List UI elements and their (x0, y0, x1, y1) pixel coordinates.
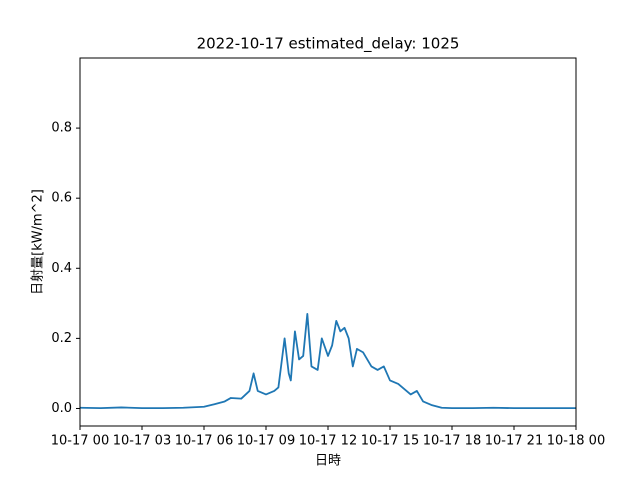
x-tick-label: 10-17 21 (485, 434, 543, 449)
y-tick-label: 0.4 (51, 261, 72, 276)
y-tick-label: 0.8 (51, 121, 72, 136)
y-tick-label: 0.2 (51, 331, 72, 346)
x-tick-label: 10-17 12 (299, 434, 357, 449)
chart-title: 2022-10-17 estimated_delay: 1025 (197, 35, 460, 54)
x-tick-label: 10-17 15 (361, 434, 419, 449)
x-tick-label: 10-17 18 (423, 434, 481, 449)
x-tick-label: 10-18 00 (547, 434, 605, 449)
x-axis-label: 日時 (315, 454, 341, 469)
x-tick-label: 10-17 00 (51, 434, 109, 449)
y-axis-label: 日射量[kW/m^2] (30, 189, 46, 295)
data-line (79, 312, 576, 410)
x-tick-label: 10-17 06 (175, 434, 233, 449)
x-tick-label: 10-17 09 (237, 434, 295, 449)
plot-frame (79, 57, 577, 427)
y-tick-label: 0.6 (51, 191, 72, 206)
x-tick-label: 10-17 03 (113, 434, 171, 449)
y-tick-label: 0.0 (51, 401, 72, 416)
